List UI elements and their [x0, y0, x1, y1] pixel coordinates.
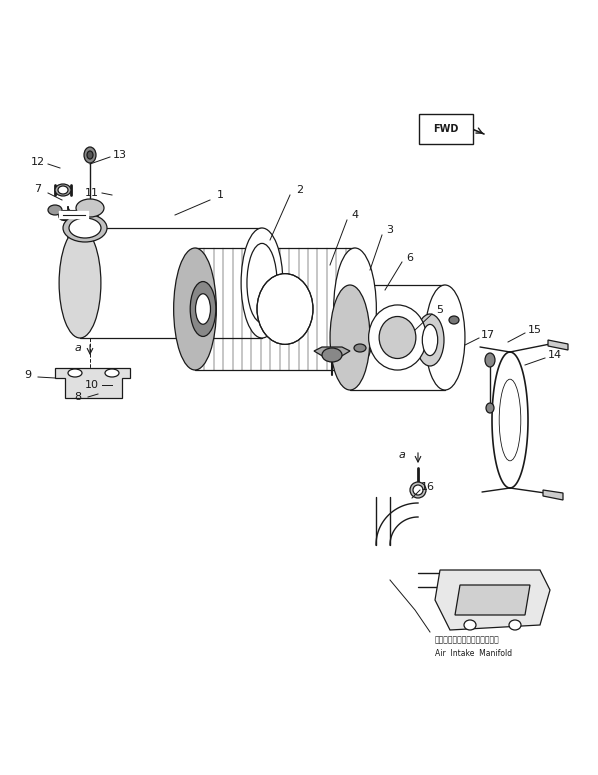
Text: 17: 17 [481, 330, 495, 340]
Text: 3: 3 [386, 225, 393, 235]
Ellipse shape [196, 294, 210, 324]
Ellipse shape [330, 285, 370, 390]
Polygon shape [455, 585, 530, 615]
Polygon shape [543, 490, 563, 500]
Text: FWD: FWD [434, 124, 459, 134]
Text: 7: 7 [35, 184, 42, 194]
Ellipse shape [68, 369, 82, 377]
Ellipse shape [509, 620, 521, 630]
Ellipse shape [247, 243, 277, 322]
Ellipse shape [485, 353, 495, 367]
Ellipse shape [173, 248, 216, 370]
Ellipse shape [410, 482, 426, 498]
Ellipse shape [76, 199, 104, 217]
Ellipse shape [379, 316, 416, 359]
Ellipse shape [334, 248, 376, 370]
Ellipse shape [105, 369, 119, 377]
Polygon shape [55, 368, 130, 398]
Text: 8: 8 [74, 392, 81, 402]
Ellipse shape [416, 314, 444, 366]
Ellipse shape [425, 285, 465, 390]
Text: a: a [398, 450, 405, 460]
Polygon shape [548, 340, 568, 350]
Polygon shape [435, 570, 550, 630]
Text: 13: 13 [113, 150, 127, 160]
Ellipse shape [449, 316, 459, 324]
Text: 2: 2 [297, 185, 304, 195]
Ellipse shape [55, 184, 71, 196]
Text: 4: 4 [352, 210, 359, 220]
Text: 15: 15 [528, 325, 542, 335]
Ellipse shape [368, 305, 426, 370]
Text: 14: 14 [548, 350, 562, 360]
Text: 12: 12 [31, 157, 45, 167]
Text: a: a [75, 343, 81, 353]
Ellipse shape [422, 325, 438, 356]
Ellipse shape [486, 403, 494, 413]
Text: 11: 11 [85, 188, 99, 198]
FancyBboxPatch shape [419, 114, 473, 144]
Ellipse shape [59, 228, 101, 338]
Ellipse shape [190, 281, 216, 336]
Ellipse shape [87, 151, 93, 159]
Ellipse shape [69, 218, 101, 238]
Ellipse shape [63, 214, 107, 242]
Text: 10: 10 [85, 380, 99, 390]
Text: エアーインテークマニホールド: エアーインテークマニホールド [435, 636, 500, 645]
Text: 5: 5 [437, 305, 444, 315]
Ellipse shape [322, 348, 342, 362]
Text: 6: 6 [407, 253, 413, 263]
Text: 9: 9 [25, 370, 32, 380]
Text: 1: 1 [216, 190, 224, 200]
Text: 16: 16 [421, 482, 435, 492]
Ellipse shape [84, 147, 96, 163]
Polygon shape [314, 347, 350, 357]
Text: Air  Intake  Manifold: Air Intake Manifold [435, 649, 512, 659]
Ellipse shape [241, 228, 283, 338]
Ellipse shape [257, 274, 313, 344]
Ellipse shape [464, 620, 476, 630]
Ellipse shape [58, 186, 68, 194]
Ellipse shape [413, 485, 423, 495]
Ellipse shape [48, 205, 62, 215]
Ellipse shape [354, 344, 366, 352]
